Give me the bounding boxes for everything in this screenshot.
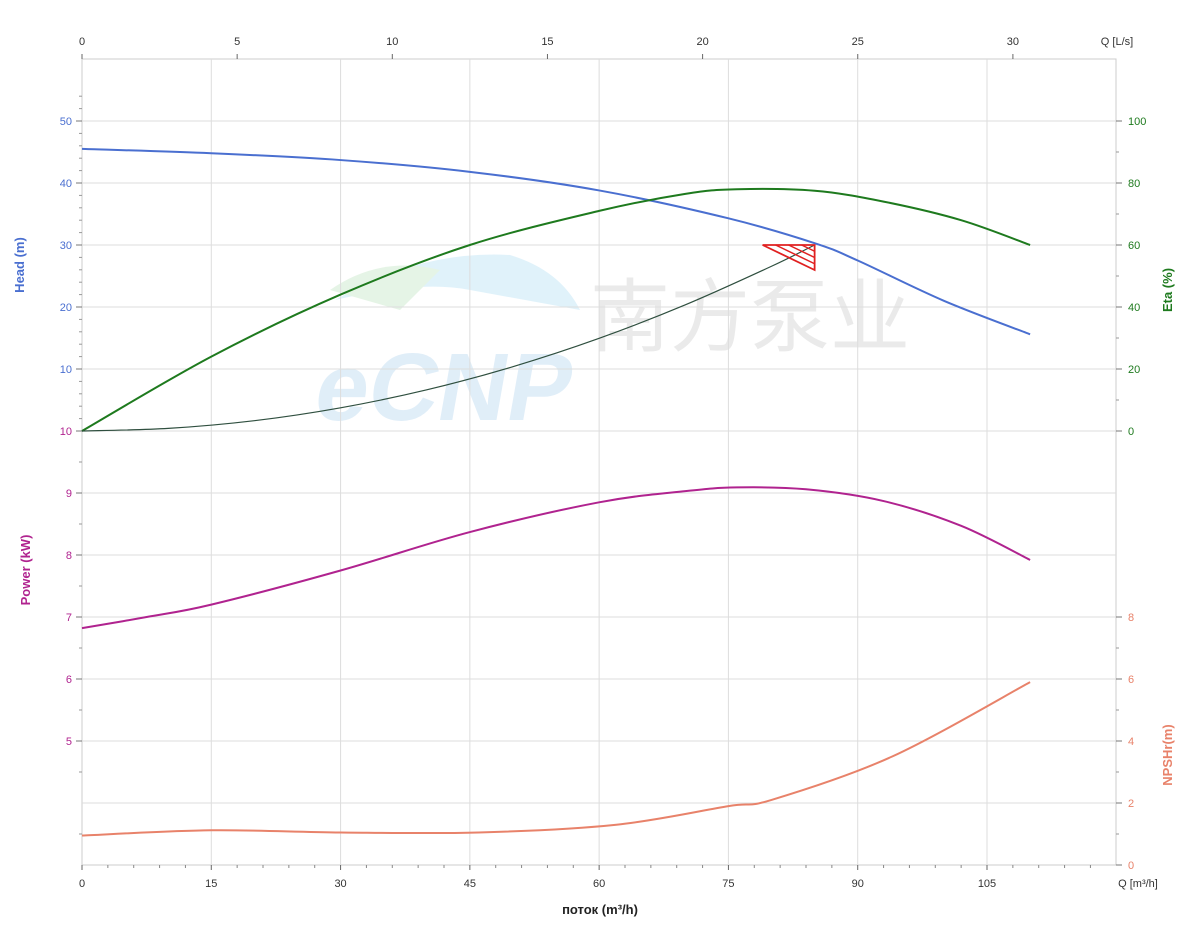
x-tick-label: 60	[593, 878, 605, 890]
y2-tick-label: 80	[1128, 178, 1140, 190]
x2-tick-label: 30	[1007, 36, 1019, 48]
y-tick-label: 6	[66, 674, 72, 686]
y-tick-label: 10	[60, 364, 72, 376]
eta-axis-title: Eta (%)	[1160, 268, 1175, 312]
y-tick-label: 9	[66, 488, 72, 500]
svg-text:南方泵业: 南方泵业	[590, 273, 910, 362]
y2-tick-label: 4	[1128, 736, 1134, 748]
y2-tick-label: 6	[1128, 674, 1134, 686]
y-tick-label: 20	[60, 302, 72, 314]
x2-tick-label: 15	[541, 36, 553, 48]
y2-tick-label: 60	[1128, 240, 1140, 252]
x2-tick-label: 20	[696, 36, 708, 48]
y2-tick-label: 0	[1128, 426, 1134, 438]
head-curve	[81, 147, 1031, 336]
eta-curve	[81, 187, 1031, 432]
x-unit-label: Q [m³/h]	[1118, 878, 1158, 890]
y2-tick-label: 100	[1128, 116, 1146, 128]
y2-tick-label: 2	[1128, 798, 1134, 810]
x-tick-label: 90	[852, 878, 864, 890]
x-tick-label: 15	[205, 878, 217, 890]
y2-tick-label: 20	[1128, 364, 1140, 376]
watermark-logo: eCNP 南方泵业	[307, 254, 910, 441]
x-axis-title: поток (m³/h)	[562, 902, 638, 917]
y-tick-label: 30	[60, 240, 72, 252]
x-tick-label: 75	[722, 878, 734, 890]
npsh-axis-title: NPSHr(m)	[1160, 724, 1175, 785]
y2-tick-label: 0	[1128, 860, 1134, 872]
y2-tick-label: 40	[1128, 302, 1140, 314]
npsh-curve	[81, 681, 1031, 837]
power-curve	[81, 486, 1031, 630]
svg-text:eCNP: eCNP	[307, 333, 582, 441]
x2-unit-label: Q [L/s]	[1101, 36, 1133, 48]
y2-tick-label: 8	[1128, 612, 1134, 624]
x-tick-label: 45	[464, 878, 476, 890]
operating-point-hatch	[801, 244, 815, 252]
x-tick-label: 0	[79, 878, 85, 890]
x-tick-label: 30	[334, 878, 346, 890]
x-tick-label: 105	[978, 878, 996, 890]
power-axis-title: Power (kW)	[18, 535, 33, 606]
x2-tick-label: 25	[852, 36, 864, 48]
y-tick-label: 7	[66, 612, 72, 624]
head-axis-title: Head (m)	[12, 237, 27, 293]
y-tick-label: 8	[66, 550, 72, 562]
y-tick-label: 5	[66, 736, 72, 748]
x2-tick-label: 0	[79, 36, 85, 48]
system-curve	[81, 244, 815, 432]
x2-tick-label: 10	[386, 36, 398, 48]
operating-point-hatch	[788, 244, 815, 259]
operating-point-hatch	[775, 244, 815, 265]
x2-tick-label: 5	[234, 36, 240, 48]
y-tick-label: 10	[60, 426, 72, 438]
y-tick-label: 40	[60, 178, 72, 190]
y-tick-label: 50	[60, 116, 72, 128]
